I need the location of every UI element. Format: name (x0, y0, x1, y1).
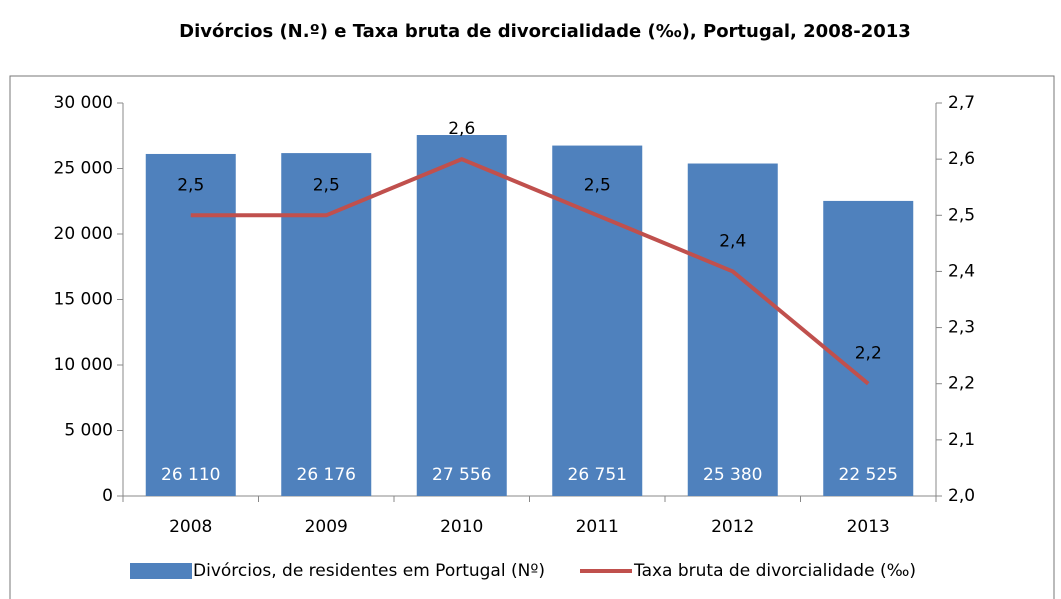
y2-tick-label: 2,5 (948, 205, 975, 225)
bar-value-label: 25 380 (703, 465, 762, 485)
x-tick-label: 2013 (847, 517, 890, 537)
chart-frame (9, 75, 1055, 599)
y2-tick-label: 2,2 (948, 374, 975, 394)
line-value-label: 2,6 (448, 119, 475, 139)
y-tick-label: 5 000 (64, 421, 113, 441)
y-tick-label: 20 000 (54, 224, 113, 244)
y2-tick-label: 2,1 (948, 430, 975, 450)
bar (281, 153, 372, 496)
y-tick-label: 30 000 (54, 93, 113, 113)
x-tick-label: 2008 (169, 517, 212, 537)
y2-tick-label: 2,0 (948, 486, 975, 506)
bar (416, 135, 507, 496)
bar-value-label: 27 556 (432, 465, 491, 485)
x-tick-label: 2011 (576, 517, 619, 537)
bar-value-label: 26 110 (161, 465, 220, 485)
bar-value-label: 26 751 (568, 465, 627, 485)
legend-label: Taxa bruta de divorcialidade (‰) (633, 561, 916, 581)
line-value-label: 2,5 (177, 175, 204, 195)
y2-tick-label: 2,3 (948, 318, 975, 338)
legend-swatch (130, 563, 192, 579)
bar (552, 145, 643, 497)
x-tick-label: 2009 (305, 517, 348, 537)
y-tick-label: 0 (102, 486, 113, 506)
bar-value-label: 22 525 (839, 465, 898, 485)
x-tick-label: 2010 (440, 517, 483, 537)
y2-tick-label: 2,6 (948, 149, 975, 169)
y-tick-label: 25 000 (54, 159, 113, 179)
line-value-label: 2,5 (313, 175, 340, 195)
line-value-label: 2,5 (584, 175, 611, 195)
bar-value-label: 26 176 (297, 465, 356, 485)
y-tick-label: 10 000 (54, 355, 113, 375)
y-tick-label: 15 000 (54, 290, 113, 310)
chart-title: Divórcios (N.º) e Taxa bruta de divorcia… (179, 21, 911, 42)
bar (823, 200, 914, 497)
bar (687, 163, 778, 496)
y2-tick-label: 2,7 (948, 93, 975, 113)
bar (145, 153, 236, 497)
y2-tick-label: 2,4 (948, 261, 975, 281)
x-tick-label: 2012 (711, 517, 754, 537)
legend-label: Divórcios, de residentes em Portugal (Nº… (193, 561, 545, 581)
line-value-label: 2,2 (855, 344, 882, 364)
line (190, 156, 870, 386)
line-value-label: 2,4 (719, 231, 746, 251)
